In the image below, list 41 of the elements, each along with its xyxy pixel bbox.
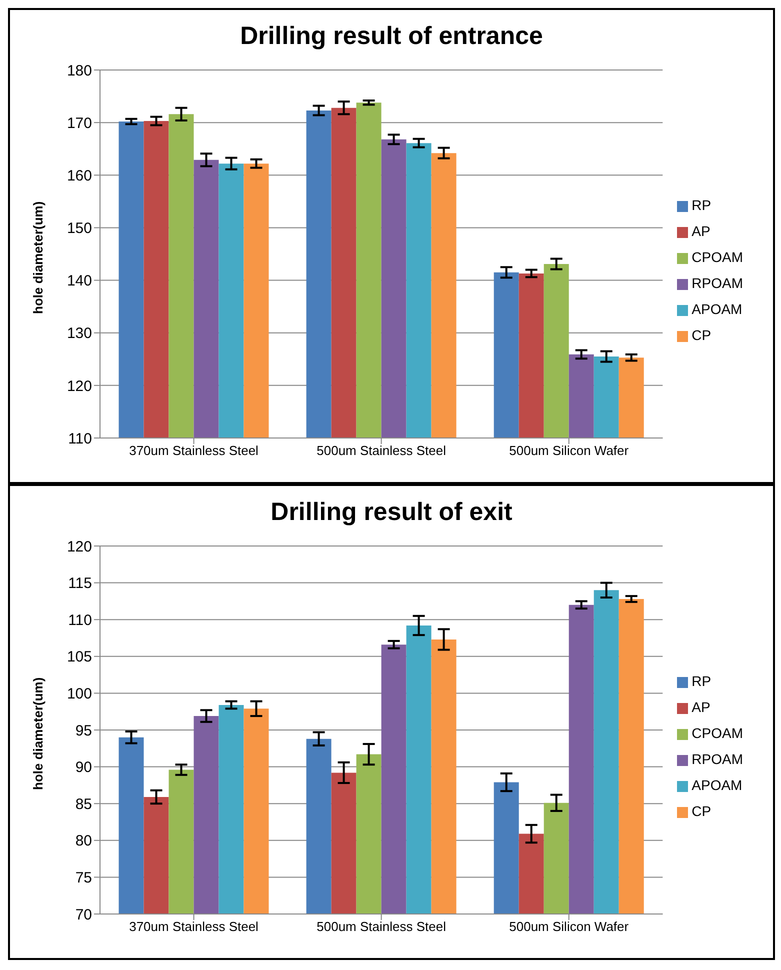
y-axis-title: hole diameter(um) [30,201,46,314]
x-tick-label: 370um Stainless Steel [129,443,259,458]
legend-label: CP [692,803,712,819]
legend-label: RPOAM [692,751,743,767]
y-tick-label: 115 [68,575,92,592]
legend-label: CP [692,327,712,343]
legend-label: CPOAM [692,725,743,741]
legend-label: RPOAM [692,275,743,291]
x-tick-label: 500um Silicon Wafer [509,443,630,458]
chart-title: Drilling result of exit [270,497,514,528]
legend-label: RP [692,197,712,213]
legend-label: CPOAM [692,249,743,265]
legend-label: APOAM [692,301,742,317]
x-tick-label: 500um Stainless Steel [316,919,446,934]
y-tick-label: 85 [75,796,92,813]
x-tick-label: 370um Stainless Steel [129,919,259,934]
y-tick-label: 95 [75,722,92,740]
chart-title: Drilling result of entrance [239,21,544,52]
x-tick-label: 500um Stainless Steel [316,443,446,458]
y-tick-label: 120 [66,378,92,395]
y-tick-label: 120 [66,538,92,556]
y-tick-label: 170 [66,114,92,132]
y-tick-label: 130 [66,325,92,342]
y-tick-label: 110 [68,612,92,629]
y-tick-label: 100 [66,686,92,703]
x-tick-label: 500um Silicon Wafer [509,919,630,934]
y-tick-label: 75 [75,870,92,887]
y-tick-label: 140 [66,272,92,290]
legend-label: AP [692,699,710,715]
legend-label: RP [692,673,712,689]
y-tick-label: 180 [66,62,92,80]
legend-label: APOAM [692,777,742,793]
y-tick-label: 70 [75,906,92,924]
y-tick-label: 160 [66,167,92,184]
y-tick-label: 150 [66,220,92,238]
legend-label: AP [692,223,710,239]
y-tick-label: 105 [66,648,92,666]
y-axis-title: hole diameter(um) [30,677,46,790]
y-tick-label: 110 [68,430,92,448]
y-tick-label: 90 [75,759,92,776]
y-tick-label: 80 [75,832,92,850]
